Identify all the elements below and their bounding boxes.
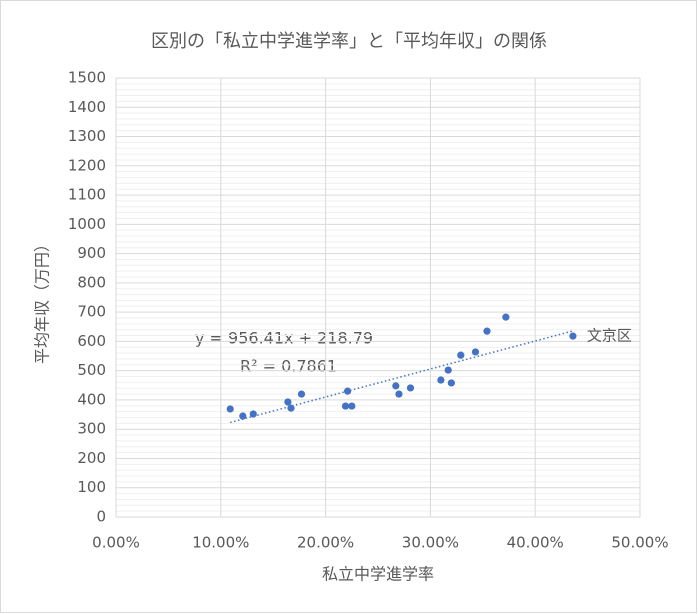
x-tick-label: 50.00% (611, 534, 668, 552)
chart-title: 区別の「私立中学進学率」と「平均年収」の関係 (151, 31, 547, 52)
data-point (287, 404, 295, 412)
data-point (406, 384, 415, 392)
x-tick-label: 20.00% (297, 534, 354, 552)
data-point (341, 402, 350, 410)
data-point (569, 332, 577, 340)
x-tick-label: 40.00% (507, 534, 564, 552)
data-point (457, 351, 465, 359)
y-tick-label: 1300 (68, 127, 106, 145)
data-point (284, 398, 292, 406)
data-point (444, 366, 452, 374)
y-tick-label: 200 (77, 449, 106, 467)
data-point (239, 412, 247, 420)
y-tick-label: 100 (77, 478, 106, 496)
data-point (249, 410, 257, 418)
y-tick-label: 900 (77, 244, 106, 262)
data-point (502, 313, 510, 321)
x-tick-label: 10.00% (192, 534, 249, 552)
x-tick-label: 30.00% (402, 534, 459, 552)
y-tick-label: 300 (77, 420, 106, 438)
x-tick-label: 0.00% (92, 534, 140, 552)
data-point (483, 327, 491, 335)
data-point (392, 382, 400, 390)
y-tick-label: 1200 (68, 156, 106, 174)
data-label: 文京区 (587, 327, 632, 345)
data-point (297, 390, 306, 398)
y-tick-label: 1000 (68, 215, 106, 233)
data-point (348, 402, 356, 410)
data-point (344, 387, 352, 395)
y-tick-label: 1400 (68, 98, 106, 116)
y-tick-label: 0 (96, 508, 106, 526)
trendline-equation: y = 956.41x + 218.79 (195, 329, 373, 348)
y-tick-label: 500 (77, 361, 106, 379)
y-axis-title: 平均年収（万円） (33, 236, 52, 364)
data-point (447, 379, 455, 387)
x-axis-title: 私立中学進学率 (322, 565, 434, 584)
data-point (395, 390, 403, 398)
y-tick-label: 1500 (68, 69, 106, 87)
y-tick-label: 400 (77, 390, 106, 408)
y-tick-label: 1100 (68, 186, 106, 204)
y-tick-label: 700 (77, 303, 106, 321)
trendline (230, 330, 574, 424)
data-point (226, 405, 234, 413)
data-point (437, 376, 445, 384)
data-point (471, 348, 480, 356)
y-tick-label: 800 (77, 273, 106, 291)
y-tick-label: 600 (77, 332, 106, 350)
